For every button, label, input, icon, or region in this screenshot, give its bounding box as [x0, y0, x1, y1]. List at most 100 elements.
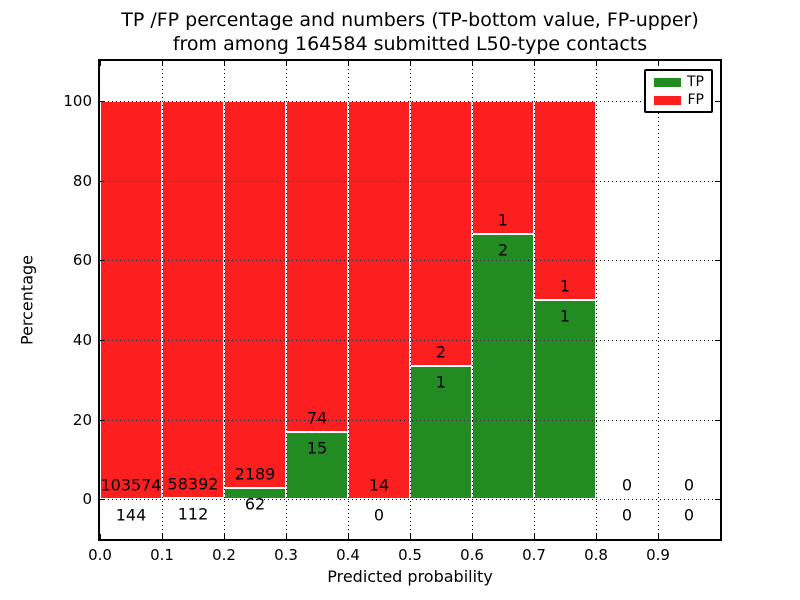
tp-count-label: 15: [306, 438, 328, 458]
y-tick-mark-right: [715, 339, 720, 341]
x-axis-label: Predicted probability: [327, 567, 493, 586]
x-tick-label: 0.4: [336, 546, 360, 564]
bar-fp-segment: [410, 100, 472, 367]
legend-entry: TP: [654, 75, 704, 89]
x-tick-mark: [224, 534, 225, 539]
fp-count-label: 1: [497, 210, 509, 230]
y-tick-mark: [100, 339, 105, 341]
gridline-vertical: [658, 61, 659, 539]
legend-swatch-tp: [654, 77, 681, 87]
y-tick-mark-right: [715, 499, 720, 501]
y-tick-mark: [100, 419, 105, 421]
x-tick-label: 0.3: [274, 546, 298, 564]
tp-count-label: 62: [244, 494, 266, 514]
bar-fp-segment: [534, 100, 596, 300]
fp-count-label: 0: [621, 475, 633, 495]
gridline-vertical: [348, 61, 349, 539]
x-tick-mark-top: [162, 61, 163, 66]
x-tick-label: 0.2: [212, 546, 236, 564]
fp-count-label: 2189: [234, 464, 276, 484]
gridline-vertical: [534, 61, 535, 539]
y-tick-mark-right: [715, 419, 720, 421]
tp-count-label: 2: [497, 240, 509, 260]
legend-swatch-fp: [654, 95, 681, 105]
fp-count-label: 0: [683, 475, 695, 495]
bar-tp-segment: [286, 432, 348, 500]
fp-count-label: 74: [306, 408, 328, 428]
x-tick-mark-top: [472, 61, 473, 66]
tp-count-label: 0: [683, 505, 695, 525]
tp-count-label: 1: [435, 372, 447, 392]
fp-count-label: 14: [368, 475, 390, 495]
x-tick-label: 0.7: [522, 546, 546, 564]
x-tick-label: 0.9: [646, 546, 670, 564]
chart-title-line1: TP /FP percentage and numbers (TP-bottom…: [121, 9, 699, 31]
x-tick-label: 0.6: [460, 546, 484, 564]
legend-entry: FP: [654, 93, 704, 107]
x-tick-label: 0.5: [398, 546, 422, 564]
x-tick-mark: [534, 534, 535, 539]
x-tick-mark-top: [658, 61, 659, 66]
chart-title-line2: from among 164584 submitted L50-type con…: [172, 33, 648, 55]
bar-fp-segment: [224, 100, 286, 489]
x-tick-label: 0.8: [584, 546, 608, 564]
x-tick-mark: [472, 534, 473, 539]
tp-count-label: 144: [115, 505, 147, 525]
y-tick-label: 20: [72, 410, 92, 429]
y-tick-label: 40: [72, 330, 92, 349]
x-tick-mark-top: [348, 61, 349, 66]
bar-fp-segment: [286, 100, 348, 433]
x-tick-mark: [286, 534, 287, 539]
y-axis-label: Percentage: [17, 254, 37, 346]
tp-count-label: 112: [177, 504, 209, 524]
fp-count-label: 103574: [100, 475, 162, 495]
y-tick-mark: [100, 260, 105, 262]
gridline-vertical: [224, 61, 225, 539]
gridline-vertical: [162, 61, 163, 539]
fp-count-label: 58392: [167, 474, 219, 494]
bar-tp-segment: [534, 300, 596, 500]
x-tick-mark: [410, 534, 411, 539]
tp-count-label: 0: [621, 505, 633, 525]
legend: TP FP: [644, 69, 713, 113]
y-tick-label: 100: [63, 91, 92, 110]
fp-count-label: 1: [559, 276, 571, 296]
x-tick-label: 0.0: [88, 546, 112, 564]
x-tick-mark-top: [100, 61, 101, 66]
bar-fp-segment: [100, 100, 162, 499]
x-tick-mark-top: [410, 61, 411, 66]
gridline-vertical: [596, 61, 597, 539]
fp-count-label: 2: [435, 342, 447, 362]
legend-label: FP: [687, 92, 705, 108]
bar-fp-segment: [162, 100, 224, 499]
y-tick-label: 60: [72, 251, 92, 270]
y-tick-label: 80: [72, 171, 92, 190]
y-tick-mark-right: [715, 100, 720, 102]
gridline-vertical: [472, 61, 473, 539]
x-tick-mark-top: [224, 61, 225, 66]
plot-area: 103574 144 58392 112 2189 62 74 15 14 0 2 1 1 2 1 1 0 0 0 0: [100, 61, 720, 539]
y-tick-mark: [100, 499, 105, 501]
gridline-vertical: [410, 61, 411, 539]
y-tick-mark: [100, 180, 105, 182]
x-tick-mark: [100, 534, 101, 539]
tp-count-label: 0: [373, 505, 385, 525]
y-tick-mark-right: [715, 260, 720, 262]
y-tick-mark-right: [715, 180, 720, 182]
x-tick-mark: [162, 534, 163, 539]
bar-fp-segment: [348, 100, 410, 500]
x-tick-mark-top: [534, 61, 535, 66]
legend-label: TP: [687, 74, 704, 90]
y-tick-mark: [100, 100, 105, 102]
tp-count-label: 1: [559, 306, 571, 326]
x-tick-label: 0.1: [150, 546, 174, 564]
x-tick-mark-top: [596, 61, 597, 66]
x-tick-mark: [658, 534, 659, 539]
x-tick-mark: [348, 534, 349, 539]
bar-tp-segment: [472, 233, 534, 500]
x-tick-mark-top: [286, 61, 287, 66]
x-tick-mark: [596, 534, 597, 539]
bar-fp-segment: [472, 100, 534, 234]
y-tick-label: 0: [82, 490, 92, 509]
